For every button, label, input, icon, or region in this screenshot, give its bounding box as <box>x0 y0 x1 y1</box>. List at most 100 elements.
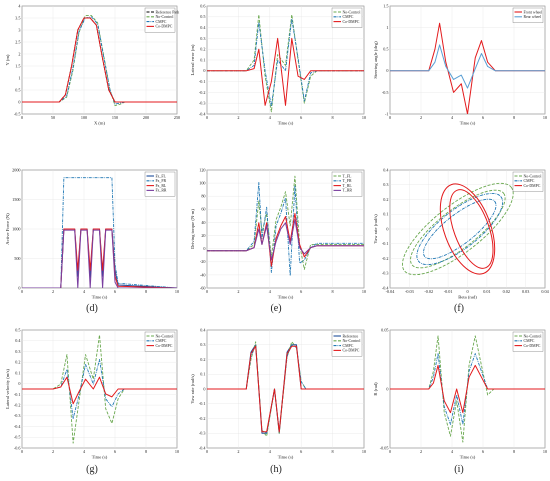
tick-label-y-e: -60 <box>200 285 206 290</box>
tick-label-x-i: 0 <box>389 449 391 454</box>
tick-label-y-e: -20 <box>200 259 206 264</box>
tick-label-x-c: 2 <box>420 115 422 120</box>
tick-label-y-d: 1000 <box>12 226 20 231</box>
tick-label-y-c: 0.5 <box>383 47 388 52</box>
tick-label-x-d: 0 <box>21 289 23 294</box>
legend-box-f <box>512 171 544 192</box>
tick-label-x-f: -0.01 <box>444 289 453 294</box>
tick-label-y-d: 500 <box>14 256 20 261</box>
tick-label-y-h: 0.4 <box>200 327 206 332</box>
series-f-no-control-loop <box>410 189 506 269</box>
legend-entry-i: CMPC <box>524 339 535 343</box>
tick-label-y-h: -0.4 <box>199 445 207 450</box>
y-axis-label-f: Yaw rate (rad/s) <box>373 214 378 244</box>
tick-label-x-g: 4 <box>83 449 86 454</box>
tick-label-x-c: 0 <box>389 115 391 120</box>
x-axis-label-g: Time (s) <box>92 455 108 460</box>
legend-entry-g: CMPC <box>156 339 167 343</box>
tick-label-x-a: 50 <box>51 115 55 120</box>
tick-label-x-b: 4 <box>269 115 272 120</box>
tick-label-x-a: 200 <box>143 115 149 120</box>
tick-label-x-b: 6 <box>300 115 302 120</box>
tick-label-y-g: 0.2 <box>15 360 20 365</box>
tick-label-x-g: 10 <box>175 449 179 454</box>
tick-label-y-e: 80 <box>201 194 205 199</box>
tick-label-y-e: 100 <box>199 181 205 186</box>
tick-label-x-h: 6 <box>300 449 302 454</box>
x-axis-label-i: Time (s) <box>460 455 476 460</box>
y-axis-label-a: Y (m) <box>5 54 10 65</box>
legend-box-b <box>331 7 363 28</box>
series-i-no-control <box>390 335 545 443</box>
tick-label-y-h: 0.3 <box>200 342 205 347</box>
y-axis-label-i: R (rad) <box>373 382 378 396</box>
tick-label-y-b: 0.3 <box>200 36 205 41</box>
y-axis-label-g: Lateral velocity (m/s) <box>5 369 10 409</box>
series-e-t-rl <box>207 212 364 267</box>
series-e-t-rr <box>207 219 364 261</box>
tick-label-x-e: 8 <box>332 289 334 294</box>
tick-label-y-c: 1.5 <box>383 3 388 8</box>
tick-label-y-b: -0.1 <box>199 79 206 84</box>
legend-box-e <box>331 171 363 197</box>
panel-f: -0.04 -0.03 -0.02 -0.01 0 0.01 0.02 0.03 0.04 -0.… <box>373 167 550 299</box>
tick-label-y-g: 0.4 <box>15 338 21 343</box>
tick-label-y-b: -0.2 <box>199 90 206 95</box>
legend-entry-e: T_FL <box>343 174 352 178</box>
tick-label-y-e: 60 <box>201 207 205 212</box>
legend-entry-d: Fz_FR <box>156 179 167 183</box>
legend-entry-a: Reference Path <box>156 10 180 14</box>
x-axis-label-h: Time (s) <box>278 455 294 460</box>
tick-label-y-d: 1500 <box>12 197 20 202</box>
series-group-f <box>401 182 514 276</box>
y-axis-label-c: Steering angle (deg) <box>373 41 378 79</box>
tick-label-y-e: 20 <box>201 233 205 238</box>
tick-label-x-c: 8 <box>513 115 515 120</box>
tick-label-x-e: 4 <box>269 289 272 294</box>
series-f-co-dmpc-loop <box>439 183 496 275</box>
series-d-fz-rr <box>22 229 177 288</box>
tick-label-y-b: 0.4 <box>200 25 206 30</box>
tick-label-x-h: 10 <box>362 449 366 454</box>
tick-label-y-a: 2.5 <box>15 39 20 44</box>
x-axis-label-e: Time (s) <box>278 295 294 300</box>
tick-label-y-f: 0.4 <box>383 167 389 172</box>
series-b-cmpc <box>207 18 364 107</box>
legend-entry-i: Co-DMPC <box>524 344 541 348</box>
tick-label-x-g: 2 <box>52 449 54 454</box>
legend-entry-i: No-Control <box>524 334 542 338</box>
series-g-no-control <box>22 334 177 444</box>
tick-label-y-c: 0 <box>386 68 388 73</box>
legend-entry-a: CMPC <box>156 20 167 24</box>
series-f-no-control-loop <box>401 182 514 276</box>
tick-label-x-e: 2 <box>237 289 239 294</box>
tick-label-x-d: 10 <box>175 289 179 294</box>
series-d-fz-fr <box>22 177 177 288</box>
tick-label-x-i: 2 <box>420 449 422 454</box>
tick-label-y-i: 0 <box>386 386 388 391</box>
legend-entry-h: Co-DMPC <box>343 349 360 353</box>
tick-label-y-i: -0.05 <box>380 445 389 450</box>
y-axis-label-e: Driving torque (N·m) <box>190 209 195 249</box>
tick-label-y-f: 0.1 <box>383 212 388 217</box>
legend-entry-h: No-Control <box>343 339 361 343</box>
tick-label-x-b: 8 <box>332 115 334 120</box>
tick-label-y-b: 0.6 <box>200 3 205 8</box>
series-f-cmpc-loop <box>423 198 497 260</box>
tick-label-x-e: 6 <box>300 289 302 294</box>
panel-c: 0 2 4 6 8 10 -1 -0.5 0 0.5 1 1.5 Time (s) Steering an… <box>373 3 547 125</box>
tick-label-y-h: 0 <box>203 386 205 391</box>
legend-entry-e: T_FR <box>343 179 352 183</box>
x-axis-label-d: Time (s) <box>92 295 108 300</box>
legend-box-g <box>144 331 176 352</box>
tick-label-x-f: -0.04 <box>386 289 396 294</box>
legend-box-i <box>512 331 544 352</box>
legend-entry-a: No-Control <box>156 15 174 19</box>
legend-entry-f: No-Control <box>524 174 542 178</box>
tick-label-x-b: 2 <box>237 115 239 120</box>
tick-label-y-c: 1 <box>386 25 388 30</box>
tick-label-x-f: -0.02 <box>424 289 433 294</box>
panel-g: 0 2 4 6 8 10 -0.6 -0.5 -0.4 -0.3 -0.2 -0.1 0 0.1 0.2 0.… <box>5 327 179 459</box>
